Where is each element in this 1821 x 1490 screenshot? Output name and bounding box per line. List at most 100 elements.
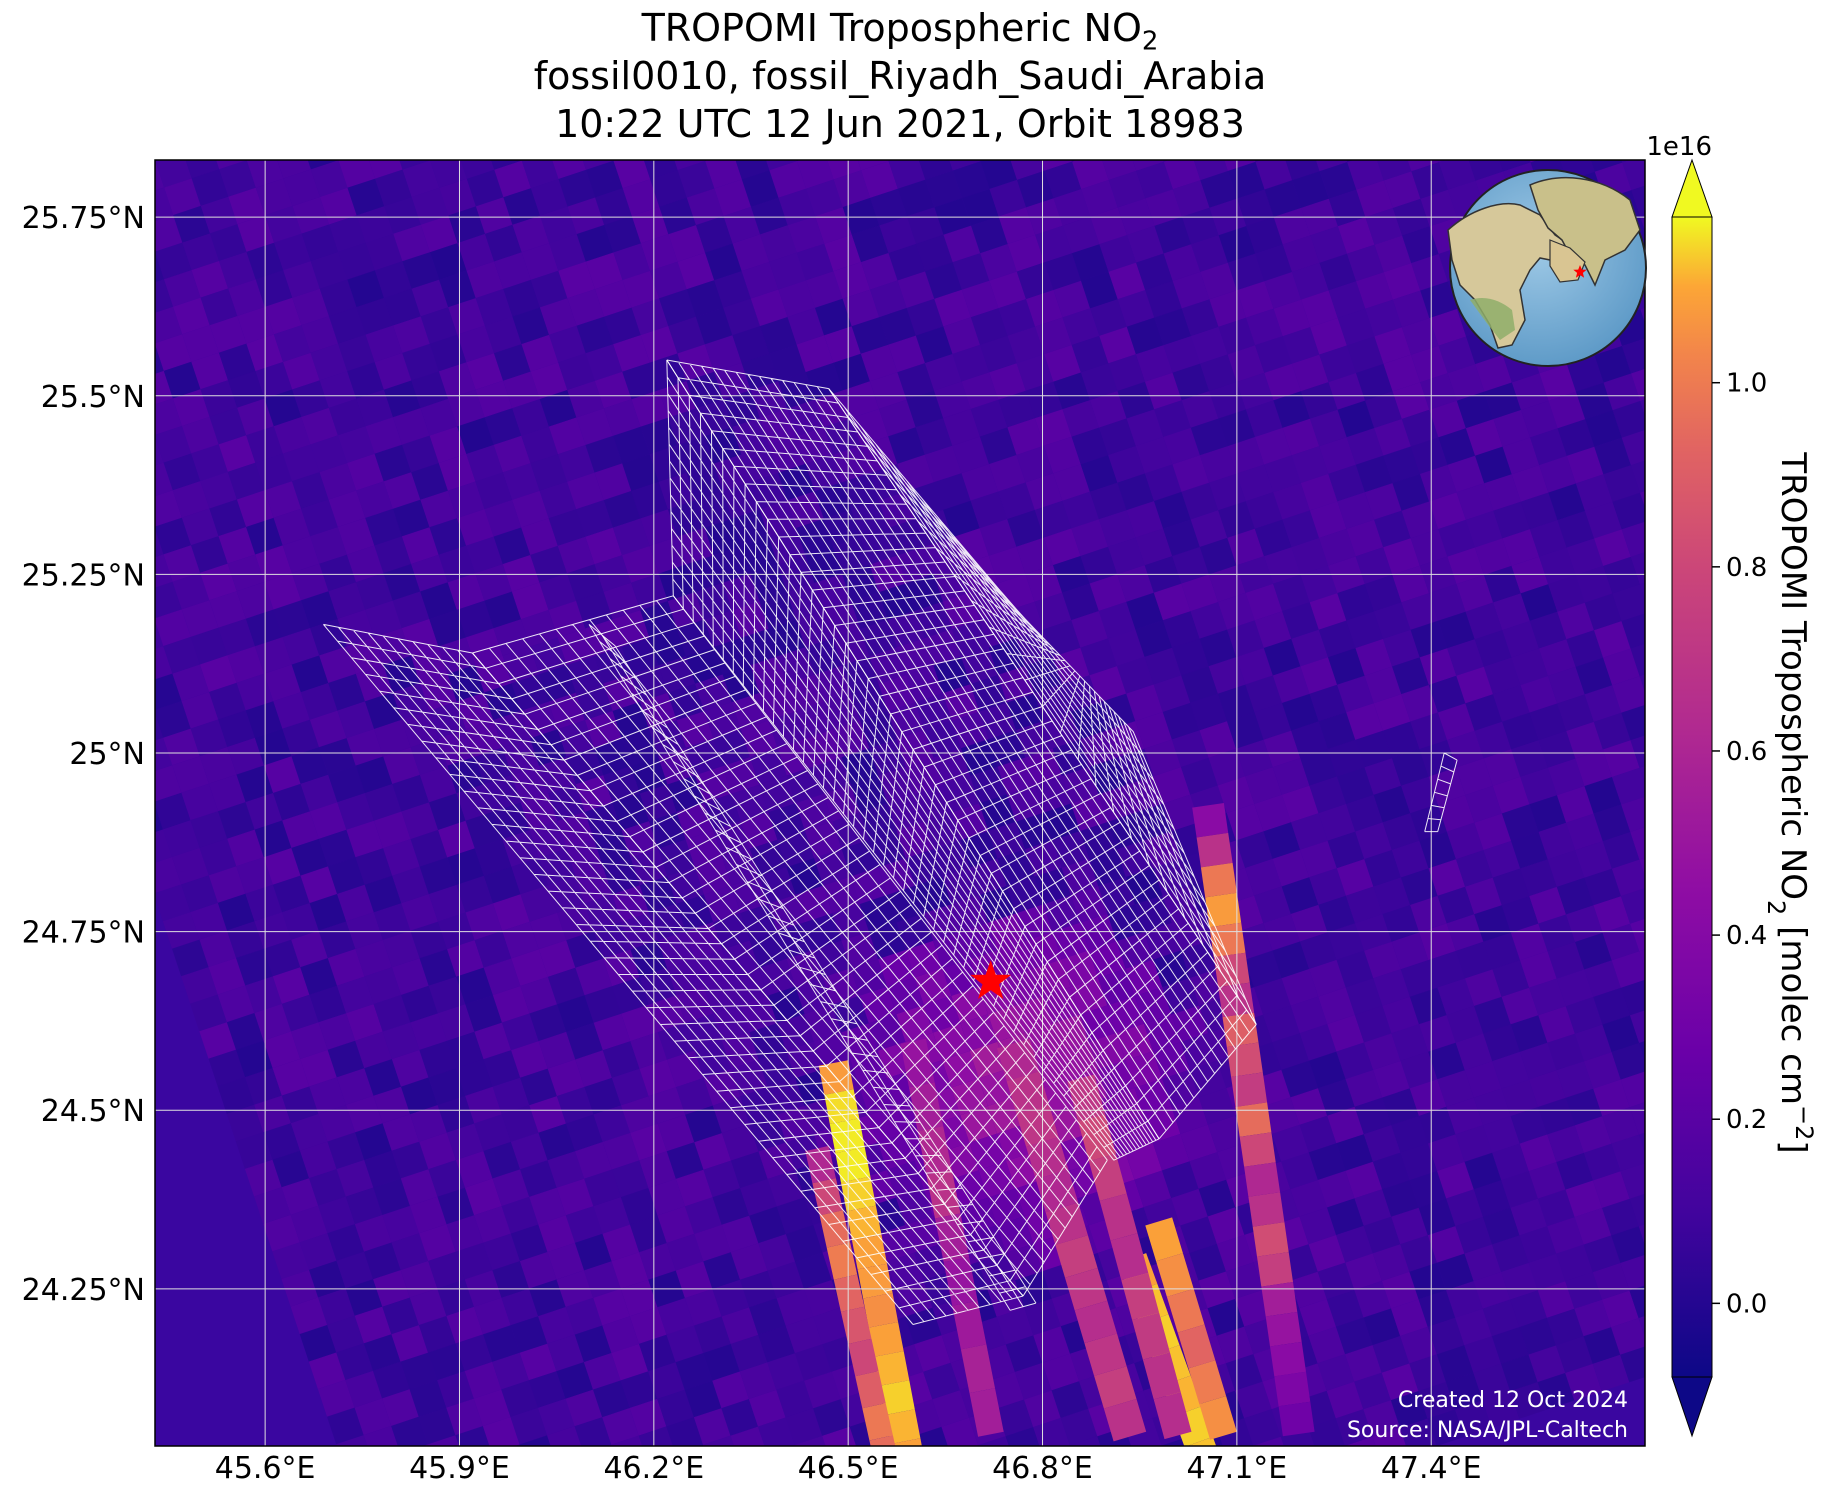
no2-pixel xyxy=(976,1445,979,1446)
no2-pixel xyxy=(952,1300,987,1350)
no2-pixel xyxy=(117,683,154,720)
no2-pixel xyxy=(1015,812,1053,850)
no2-pixel xyxy=(1530,428,1567,466)
no2-pixel xyxy=(99,628,136,665)
no2-pixel xyxy=(1437,1161,1474,1199)
no2-pixel xyxy=(952,253,990,290)
no2-pixel xyxy=(402,160,440,198)
no2-pixel xyxy=(1327,1106,1364,1144)
colorbar-tick-label: 0.0 xyxy=(1726,1289,1767,1319)
no2-pixel xyxy=(1410,529,1448,566)
no2-pixel xyxy=(282,536,320,573)
no2-pixel xyxy=(1265,1312,1302,1347)
no2-pixel xyxy=(347,270,384,308)
no2-pixel xyxy=(1575,566,1613,603)
no2-pixel xyxy=(575,1142,612,1179)
no2-pixel xyxy=(658,472,696,510)
no2-pixel xyxy=(1468,160,1504,181)
no2-pixel xyxy=(1410,620,1448,658)
no2-pixel xyxy=(483,1233,520,1271)
no2-pixel xyxy=(1134,987,1172,1024)
no2-pixel xyxy=(208,866,246,903)
no2-pixel xyxy=(582,160,614,170)
no2-pixel xyxy=(439,178,476,216)
no2-pixel xyxy=(163,453,201,491)
no2-pixel xyxy=(291,747,329,784)
no2-pixel xyxy=(1372,1336,1410,1373)
no2-pixel xyxy=(1510,923,1548,961)
no2-pixel xyxy=(1621,888,1645,924)
mesh-swath xyxy=(666,359,1257,1140)
no2-pixel xyxy=(1483,932,1520,970)
no2-pixel xyxy=(1102,160,1137,180)
no2-pixel xyxy=(328,582,366,619)
no2-pixel xyxy=(466,536,503,574)
no2-pixel xyxy=(118,316,155,353)
no2-pixel xyxy=(411,188,449,225)
no2-pixel xyxy=(989,455,1026,492)
no2-pixel xyxy=(219,160,256,197)
no2-pixel xyxy=(363,1426,398,1446)
no2-pixel xyxy=(402,252,440,289)
no2-pixel xyxy=(969,1225,1006,1262)
no2-pixel xyxy=(492,1077,530,1115)
target-mode-mesh xyxy=(323,359,1458,1325)
no2-pixel xyxy=(1493,410,1531,447)
no2-pixel xyxy=(1484,382,1521,420)
no2-pixel xyxy=(1429,492,1466,530)
no2-pixel xyxy=(373,1178,410,1215)
no2-pixel xyxy=(1620,979,1645,1016)
no2-pixel xyxy=(1310,226,1347,263)
no2-pixel xyxy=(382,1297,419,1335)
no2-pixel xyxy=(1392,749,1429,786)
no2-pixel xyxy=(1144,647,1182,685)
no2-pixel xyxy=(218,802,255,839)
no2-pixel xyxy=(704,160,709,161)
no2-pixel xyxy=(925,170,962,208)
no2-pixel xyxy=(1327,1198,1364,1235)
no2-pixel xyxy=(758,1417,795,1446)
no2-pixel xyxy=(1236,464,1274,502)
lat-tick-label: 25.75°N xyxy=(22,201,145,236)
no2-pixel xyxy=(521,160,524,161)
no2-pixel xyxy=(364,1059,401,1096)
no2-pixel xyxy=(584,1077,621,1115)
no2-pixel xyxy=(155,792,191,830)
no2-pixel xyxy=(906,298,944,336)
no2-pixel xyxy=(869,1435,896,1446)
no2-pixel xyxy=(918,160,953,180)
no2-pixel xyxy=(510,1224,548,1262)
no2-pixel xyxy=(1043,895,1080,932)
no2-pixel xyxy=(1630,1010,1645,1043)
no2-pixel xyxy=(814,849,851,886)
no2-pixel xyxy=(851,684,888,721)
no2-pixel xyxy=(429,334,467,372)
no2-pixel xyxy=(181,600,219,637)
no2-pixel xyxy=(998,482,1035,520)
no2-pixel xyxy=(979,427,1017,465)
no2-pixel xyxy=(1400,1326,1437,1364)
no2-pixel xyxy=(1108,262,1146,300)
no2-pixel xyxy=(457,325,494,363)
no2-pixel xyxy=(1611,1318,1645,1355)
no2-pixel xyxy=(529,1096,566,1133)
no2-pixel xyxy=(824,234,861,272)
no2-pixel xyxy=(309,710,347,748)
no2-pixel xyxy=(1593,712,1631,750)
no2-pixel xyxy=(1602,923,1640,961)
no2-pixel xyxy=(1236,739,1273,777)
no2-pixel xyxy=(648,1178,686,1216)
no2-pixel xyxy=(1335,1409,1373,1446)
no2-pixel xyxy=(1621,613,1645,649)
no2-pixel xyxy=(1640,491,1645,508)
no2-pixel xyxy=(155,279,174,313)
no2-pixel xyxy=(987,1188,1025,1226)
no2-pixel xyxy=(629,1307,667,1344)
no2-pixel xyxy=(246,517,283,555)
no2-pixel xyxy=(1612,767,1645,805)
no2-pixel xyxy=(749,1298,786,1335)
no2-pixel xyxy=(410,1013,447,1050)
no2-pixel xyxy=(410,830,448,867)
latitude-tick-labels: 25.75°N25.5°N25.25°N25°N24.75°N24.5°N24.… xyxy=(22,201,145,1308)
no2-pixel xyxy=(447,940,484,977)
